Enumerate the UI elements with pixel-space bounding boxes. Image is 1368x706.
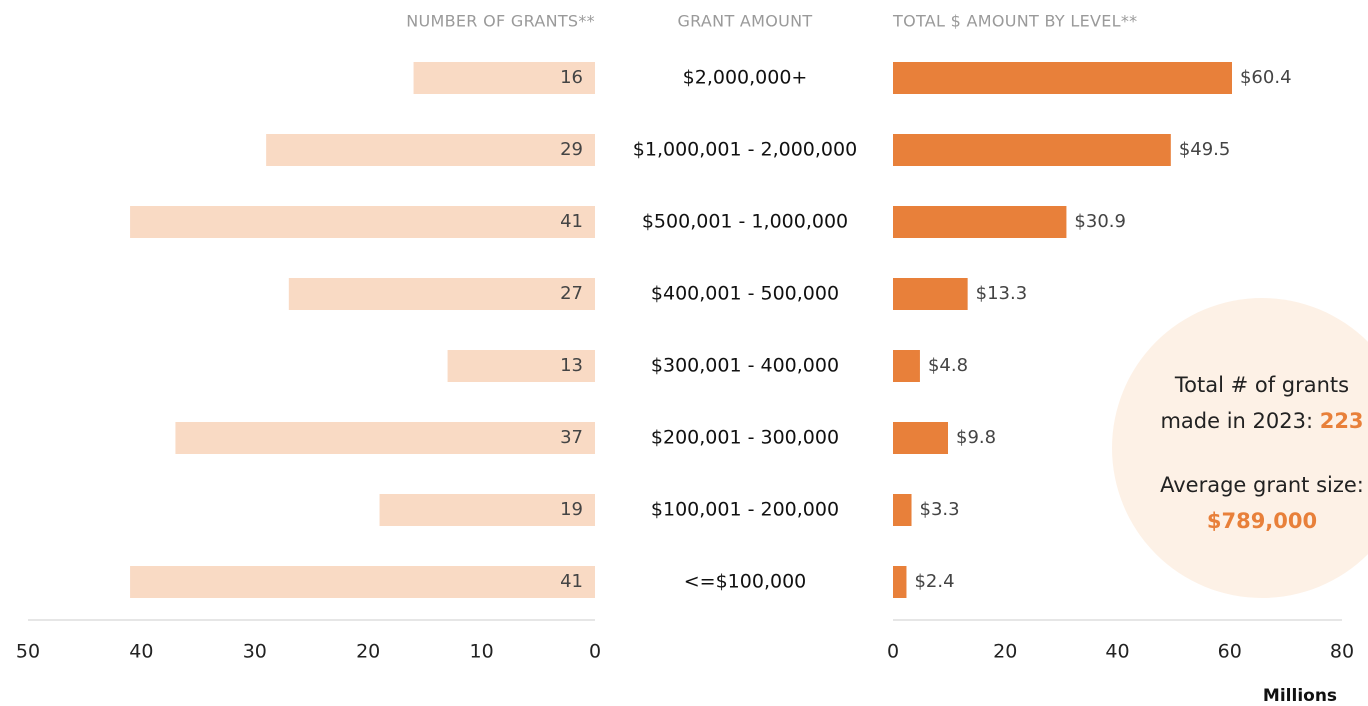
value-label: $60.4: [1240, 67, 1292, 88]
bar: [288, 278, 595, 310]
x-tick-label: 20: [993, 641, 1017, 663]
x-tick-label: 0: [887, 641, 899, 663]
bar: [893, 494, 912, 526]
bar: [130, 206, 595, 238]
x-tick-label: 80: [1330, 641, 1354, 663]
callout-text: made in 2023: 223: [1160, 409, 1363, 433]
x-tick-label: 40: [1105, 641, 1129, 663]
bar: [893, 278, 968, 310]
value-label: $4.8: [928, 355, 968, 376]
right-title: TOTAL $ AMOUNT BY LEVEL**: [892, 12, 1137, 31]
bar: [893, 566, 907, 598]
value-label: $2.4: [914, 571, 954, 592]
value-label: 27: [560, 283, 583, 304]
category-label: <=$100,000: [684, 571, 807, 593]
bar: [447, 350, 595, 382]
value-label: 41: [560, 571, 583, 592]
callout-circle: [1112, 298, 1368, 598]
bar: [893, 134, 1171, 166]
bar: [175, 422, 596, 454]
category-label: $200,001 - 300,000: [651, 427, 839, 449]
value-label: $13.3: [976, 283, 1028, 304]
x-tick-label: 50: [16, 641, 40, 663]
value-label: $30.9: [1074, 211, 1126, 232]
bar: [893, 350, 920, 382]
value-label: 16: [560, 67, 583, 88]
left-title: NUMBER OF GRANTS**: [406, 12, 595, 31]
value-label: 41: [560, 211, 583, 232]
bar: [379, 494, 595, 526]
category-title: GRANT AMOUNT: [677, 12, 812, 31]
value-label: 13: [560, 355, 583, 376]
x-tick-label: 40: [129, 641, 153, 663]
category-label: $300,001 - 400,000: [651, 355, 839, 377]
x-tick-label: 30: [243, 641, 267, 663]
bar: [893, 206, 1067, 238]
callout-count: 223: [1320, 409, 1364, 433]
x-tick-label: 0: [589, 641, 601, 663]
value-label: 29: [560, 139, 583, 160]
bar: [893, 422, 949, 454]
value-label: $9.8: [956, 427, 996, 448]
value-label: $49.5: [1179, 139, 1231, 160]
x-tick-label: 10: [470, 641, 494, 663]
x-axis-label: Millions: [1263, 686, 1337, 706]
category-label: $1,000,001 - 2,000,000: [633, 139, 857, 161]
x-tick-label: 60: [1218, 641, 1242, 663]
callout-average: $789,000: [1207, 509, 1317, 533]
category-label: $2,000,000+: [683, 67, 808, 89]
callout-text: Total # of grants: [1174, 373, 1349, 397]
x-tick-label: 20: [356, 641, 380, 663]
bar: [266, 134, 595, 166]
category-label: $500,001 - 1,000,000: [642, 211, 848, 233]
callout-text: made in 2023:: [1160, 409, 1319, 433]
category-label: $400,001 - 500,000: [651, 283, 839, 305]
category-label: $100,001 - 200,000: [651, 499, 839, 521]
bar: [413, 62, 595, 94]
value-label: 37: [560, 427, 583, 448]
bar: [893, 62, 1232, 94]
value-label: $3.3: [920, 499, 960, 520]
bar: [130, 566, 595, 598]
value-label: 19: [560, 499, 583, 520]
callout-text: Average grant size:: [1160, 473, 1364, 497]
